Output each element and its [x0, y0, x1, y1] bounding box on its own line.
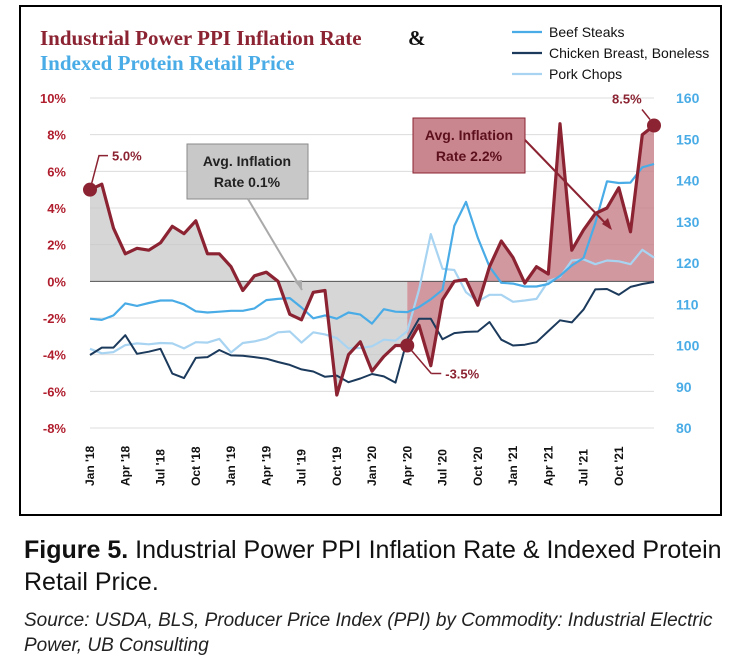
avg-inflation-high-line1: Avg. Inflation [425, 127, 513, 143]
figure-source: Source: USDA, BLS, Producer Price Index … [24, 610, 713, 656]
x-tick-label: Apr '18 [118, 445, 132, 486]
avg-inflation-high-arrow [524, 139, 611, 229]
legend-entry: Beef Steaks [549, 24, 625, 40]
y-right-tick-label: 160 [676, 90, 700, 106]
x-tick-label: Jan '19 [224, 445, 238, 486]
chart-title-line2: Indexed Protein Retail Price [40, 51, 294, 75]
avg-inflation-low-arrow [247, 198, 303, 291]
avg-inflation-box-high [412, 117, 526, 174]
start-value-label: 5.0% [112, 149, 142, 164]
x-tick-label: Oct '18 [189, 446, 203, 486]
start-leader-line [89, 154, 108, 190]
avg-inflation-low-line2: Rate 0.1% [214, 174, 281, 190]
avg-inflation-low-line1: Avg. Inflation [203, 153, 291, 169]
avg-inflation-high-line2: Rate 2.2% [436, 148, 503, 164]
legend-entry: Pork Chops [549, 66, 622, 82]
peak-leader-line [641, 109, 651, 120]
avg-inflation-high-arrowhead [602, 218, 612, 230]
x-tick-label: Jul '21 [577, 449, 591, 486]
figure-caption-text: Industrial Power PPI Inflation Rate & In… [24, 536, 722, 596]
chicken-breast-line [89, 281, 655, 384]
ppi-line [89, 122, 655, 397]
x-tick-label: Jul '20 [436, 449, 450, 486]
x-tick-label: Apr '21 [541, 445, 555, 486]
y-left-tick-label: 10% [40, 91, 66, 106]
y-left-tick-label: -8% [43, 421, 67, 436]
y-right-tick-label: 100 [676, 338, 700, 354]
shaded-area-high [407, 123, 654, 366]
y-right-tick-label: 120 [676, 255, 700, 271]
y-left-tick-label: 8% [47, 128, 66, 143]
figure-caption: Figure 5. Industrial Power PPI Inflation… [24, 534, 724, 598]
shaded-area-low [90, 184, 408, 395]
y-left-tick-label: 2% [47, 238, 66, 253]
x-tick-label: Jul '19 [295, 449, 309, 486]
y-right-tick-label: 140 [676, 173, 700, 189]
y-right-tick-label: 150 [676, 131, 700, 147]
trough-value-label: -3.5% [445, 367, 479, 382]
peak-value-label: 8.5% [612, 92, 642, 107]
figure-label: Figure 5. [24, 536, 129, 564]
y-left-tick-label: -2% [43, 311, 67, 326]
avg-inflation-low-arrowhead [294, 280, 302, 290]
y-right-tick-label: 110 [676, 296, 699, 312]
x-tick-label: Jan '18 [83, 445, 97, 486]
y-left-tick-label: 4% [47, 201, 66, 216]
y-left-tick-label: 0% [47, 274, 66, 289]
x-tick-label: Apr '20 [400, 445, 414, 486]
y-left-tick-label: -6% [43, 384, 67, 399]
x-tick-label: Apr '19 [259, 445, 273, 486]
legend-entry: Chicken Breast, Boneless [549, 45, 709, 61]
x-tick-label: Jan '21 [506, 445, 520, 486]
beef-steaks-line [89, 162, 655, 325]
avg-inflation-box-low [186, 143, 309, 200]
y-left-tick-label: -4% [43, 348, 67, 363]
y-right-tick-label: 80 [676, 420, 692, 436]
trough-leader-line [406, 345, 432, 374]
chart-svg: 10% 8% 6% 4% 2% 0% -2% -4% -6% -8% 160 150 140 130 120… [40, 24, 709, 486]
y-right-tick-label: 90 [676, 379, 692, 395]
x-tick-label: Oct '19 [330, 446, 344, 486]
chart-frame [19, 5, 722, 516]
x-tick-label: Oct '21 [612, 446, 626, 486]
chart-title-amp: & [408, 26, 426, 50]
value-marker [647, 118, 661, 133]
y-right-tick-label: 130 [676, 214, 700, 230]
chart-title-line1: Industrial Power PPI Inflation Rate [40, 26, 362, 50]
x-tick-label: Oct '20 [471, 446, 485, 486]
y-left-tick-label: 6% [47, 164, 66, 179]
x-tick-label: Jan '20 [365, 445, 379, 486]
x-tick-label: Jul '18 [154, 449, 168, 486]
